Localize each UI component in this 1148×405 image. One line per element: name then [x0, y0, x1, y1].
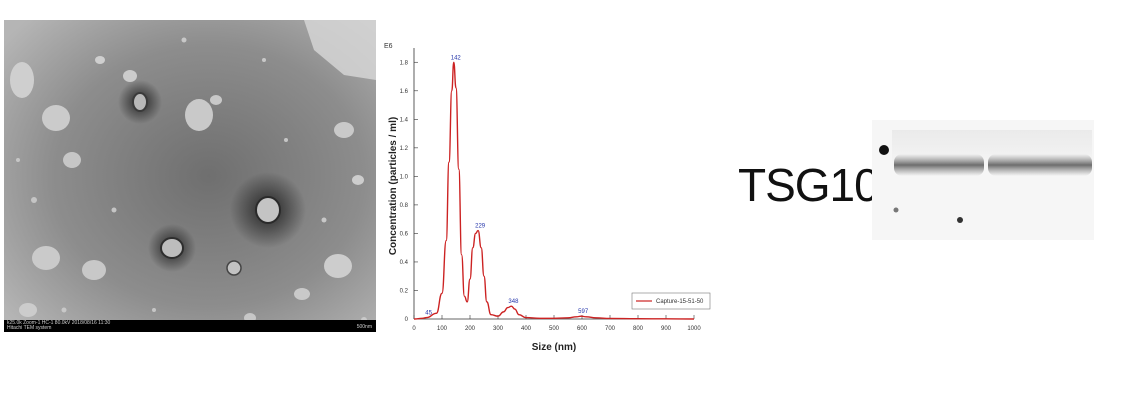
- x-tick-label: 200: [465, 326, 476, 332]
- western-blot-image: [872, 120, 1094, 240]
- blot-band-lane-1: [894, 154, 984, 176]
- tem-image-content: [4, 20, 376, 332]
- y-tick-label: 0.2: [400, 288, 409, 294]
- x-axis-title: Size (nm): [532, 342, 576, 353]
- tem-micrograph: k25.0k Zoom-1 HC-1 80.0kV 2018/08/16 11:…: [4, 20, 376, 332]
- y-tick-label: 1.6: [400, 89, 409, 95]
- peak-label: 348: [508, 299, 519, 305]
- x-tick-label: 400: [521, 326, 532, 332]
- x-tick-label: 0: [412, 326, 416, 332]
- x-ticks: 0 100 200 300 400 500 600 700 800 900 1000: [412, 315, 701, 332]
- y-multiplier-label: E6: [384, 43, 393, 50]
- x-tick-label: 600: [577, 326, 588, 332]
- y-tick-label: 0: [405, 317, 409, 323]
- y-tick-label: 0.6: [400, 231, 409, 237]
- blot-band-lane-2: [988, 154, 1092, 176]
- peak-label: 142: [451, 55, 462, 61]
- y-tick-label: 0.8: [400, 203, 409, 209]
- y-axis-title: Concentration (particles / ml): [388, 117, 399, 255]
- peak-label: 597: [578, 309, 589, 315]
- x-tick-label: 700: [605, 326, 616, 332]
- peak-labels: 45 142 229 348 597: [425, 55, 589, 316]
- x-tick-label: 800: [633, 326, 644, 332]
- y-ticks: 0 0.2 0.4 0.6 0.8 1.0 1.2 1.4 1.6 1.8: [400, 60, 418, 323]
- tem-scale-label: 500nm: [356, 324, 372, 330]
- y-tick-label: 1.8: [400, 60, 409, 66]
- nta-size-distribution-chart: E6 0 0.2 0.4 0.6 0.8 1.0 1.2 1.4 1.6 1.8 0 100 200 3…: [380, 36, 720, 361]
- blot-bands: [872, 120, 1094, 240]
- x-tick-label: 1000: [687, 326, 701, 332]
- x-tick-label: 300: [493, 326, 504, 332]
- tem-caption-line1: k25.0k Zoom-1 HC-1 80.0kV 2018/08/16 11:…: [7, 320, 111, 326]
- y-tick-label: 1.2: [400, 146, 409, 152]
- x-tick-label: 500: [549, 326, 560, 332]
- tem-caption-line2: Hitachi TEM system: [7, 325, 52, 331]
- peak-label: 45: [425, 311, 432, 317]
- y-tick-label: 1.0: [400, 174, 409, 180]
- x-tick-label: 100: [437, 326, 448, 332]
- legend-label: Capture-15-51-50: [656, 299, 704, 305]
- x-tick-label: 900: [661, 326, 672, 332]
- y-tick-label: 1.4: [400, 117, 409, 123]
- chart-svg: E6 0 0.2 0.4 0.6 0.8 1.0 1.2 1.4 1.6 1.8 0 100 200 3…: [384, 43, 711, 353]
- peak-label: 229: [475, 224, 486, 230]
- series-line-capture: [413, 61, 695, 320]
- tem-info-bar: k25.0k Zoom-1 HC-1 80.0kV 2018/08/16 11:…: [4, 320, 376, 332]
- legend: Capture-15-51-50: [631, 292, 711, 310]
- y-tick-label: 0.4: [400, 260, 409, 266]
- legend-box: [631, 292, 711, 310]
